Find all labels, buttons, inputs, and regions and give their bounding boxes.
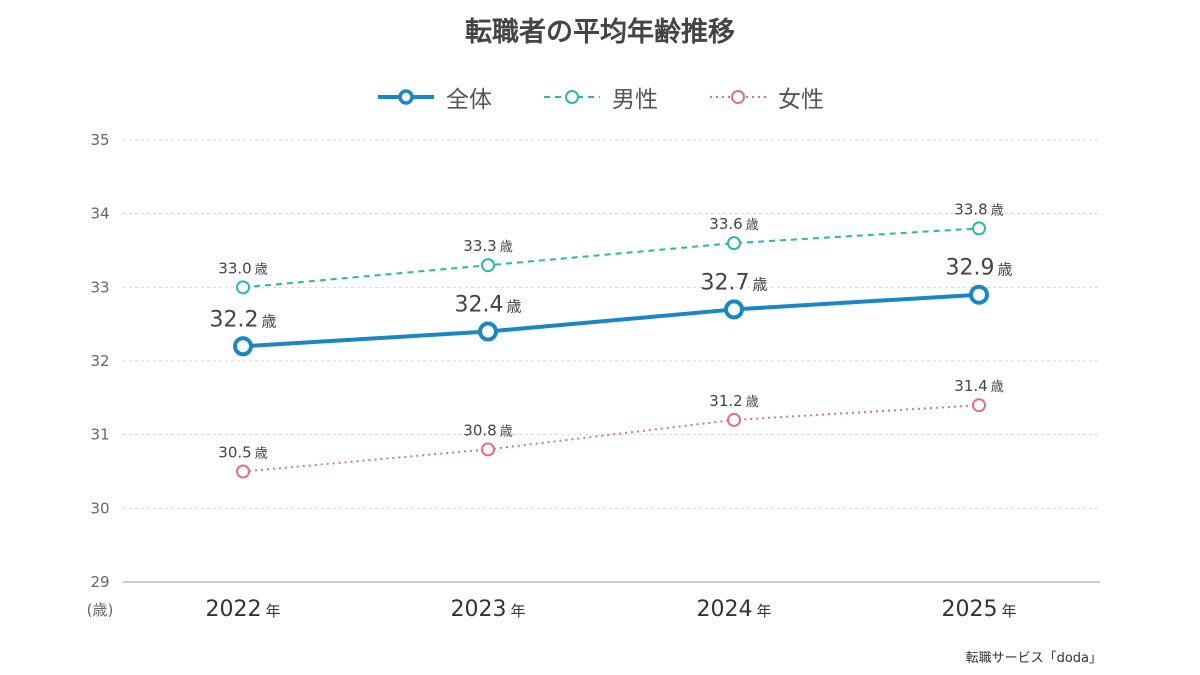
- data-point: [727, 236, 741, 251]
- data-label: 32.7 歳: [701, 270, 768, 295]
- data-point: [724, 299, 744, 320]
- legend-marker-icon: [710, 90, 766, 104]
- legend-label: 女性: [778, 87, 824, 113]
- data-label: 31.4 歳: [954, 377, 1003, 395]
- y-tick-label: 35: [90, 131, 109, 149]
- data-label: 30.8 歳: [463, 421, 512, 439]
- series-line-1: [242, 227, 980, 289]
- y-tick-label: 34: [90, 205, 109, 223]
- legend-item: 男性: [542, 80, 658, 114]
- series-line-2: [242, 404, 980, 473]
- legend-marker-icon: [544, 90, 600, 104]
- data-label: 33.0 歳: [218, 259, 267, 277]
- data-point: [236, 464, 250, 479]
- legend-label: 全体: [446, 87, 492, 113]
- legend-marker-icon: [378, 89, 434, 105]
- legend: 全体 男性 女性: [0, 80, 1200, 114]
- legend-item: 女性: [708, 80, 824, 114]
- source-note: 転職サービス「doda」: [965, 651, 1102, 666]
- data-point: [478, 321, 498, 342]
- x-tick-label: 2023 年: [450, 597, 525, 622]
- legend-label: 男性: [612, 87, 658, 113]
- y-tick-label: 31: [90, 426, 109, 444]
- data-point: [481, 442, 495, 457]
- data-label: 33.3 歳: [463, 237, 512, 255]
- data-label: 33.6 歳: [709, 215, 758, 233]
- data-point: [972, 221, 986, 236]
- x-tick-label: 2022 年: [205, 597, 280, 622]
- legend-item: 全体: [376, 80, 492, 114]
- series-line-0: [242, 292, 980, 349]
- y-tick-label: 30: [90, 499, 109, 517]
- data-label: 33.8 歳: [954, 200, 1003, 218]
- data-point: [727, 412, 741, 427]
- y-axis-unit: (歳): [87, 601, 114, 619]
- data-point: [481, 258, 495, 273]
- y-tick-label: 29: [90, 573, 109, 591]
- data-point: [233, 336, 253, 357]
- data-point: [972, 398, 986, 413]
- y-tick-label: 33: [90, 278, 109, 296]
- data-label: 32.4 歳: [455, 293, 522, 318]
- data-point: [969, 284, 989, 305]
- x-tick-label: 2025 年: [941, 597, 1016, 622]
- x-tick-label: 2024 年: [696, 597, 771, 622]
- data-label: 31.2 歳: [709, 392, 758, 410]
- y-tick-label: 32: [90, 352, 109, 370]
- data-label: 32.9 歳: [946, 256, 1013, 281]
- data-point: [236, 280, 250, 295]
- chart-title: 転職者の平均年齢推移: [465, 17, 735, 48]
- data-label: 30.5 歳: [218, 444, 267, 462]
- data-label: 32.2 歳: [210, 307, 277, 332]
